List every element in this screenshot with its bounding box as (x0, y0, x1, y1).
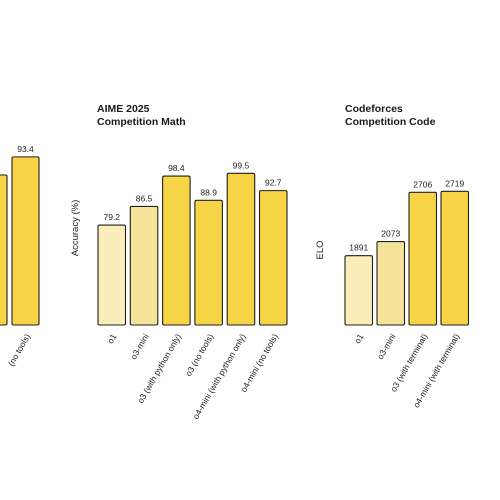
chart-title-line: AIME 2025 (97, 103, 150, 115)
bar (0, 174, 8, 326)
x-tick-label: o3-mini (128, 332, 151, 361)
bar (408, 191, 438, 326)
x-tick-label: (no tools) (6, 332, 32, 368)
y-axis-label: Accuracy (%) (70, 200, 81, 256)
y-axis-label: ELO (315, 240, 326, 259)
x-tick-label: o1 (105, 332, 119, 345)
bar (97, 224, 127, 326)
data-label: 98.4 (168, 163, 185, 173)
chart-title-line: Codeforces (345, 103, 403, 115)
chart-panel-left-partial: 93.4 (no tools) (0, 144, 40, 368)
data-label: 93.4 (17, 144, 34, 154)
data-label: 2073 (381, 229, 400, 239)
data-label: 88.9 (200, 187, 217, 197)
data-label: 79.2 (103, 212, 120, 222)
data-label: 92.7 (265, 178, 282, 188)
bar (129, 205, 159, 326)
bar (258, 190, 288, 326)
x-tick-label: o1 (352, 332, 366, 345)
chart-title-line: Competition Code (345, 116, 436, 128)
data-label: 1891 (349, 243, 368, 253)
bar (11, 156, 40, 326)
bar (440, 190, 470, 326)
bar (194, 199, 223, 326)
data-label: 2706 (413, 179, 432, 189)
data-label: 86.5 (136, 193, 153, 203)
bar (344, 255, 374, 326)
x-tick-label: o3-mini (375, 332, 398, 361)
data-label: 2719 (445, 178, 464, 188)
x-tick-label: o3 (no tools) (183, 332, 215, 378)
bar (226, 172, 256, 326)
data-label: 99.5 (233, 160, 250, 170)
bar (162, 175, 191, 326)
bar (376, 240, 406, 326)
chart-title-line: Competition Math (97, 116, 186, 128)
